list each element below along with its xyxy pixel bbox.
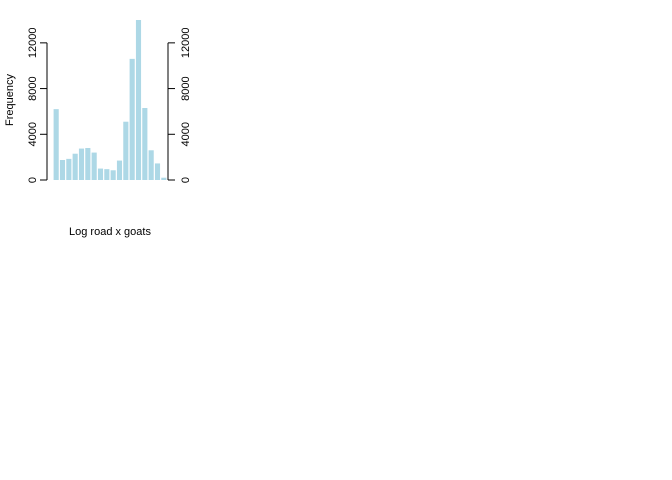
histogram-bar [161, 177, 167, 180]
y-tick-label: 0 [180, 177, 192, 183]
histogram-bar [123, 121, 129, 180]
histogram-bar [72, 153, 78, 180]
histogram-bar [110, 170, 116, 180]
histogram-bar [129, 58, 135, 180]
y-tick-label: 12000 [180, 28, 192, 59]
histogram-bar [91, 152, 97, 180]
x-axis-label: Log road x goats [69, 226, 151, 238]
y-axis-label: Frequency [4, 74, 16, 126]
histogram-bar [142, 108, 148, 180]
y-tick-label: 4000 [180, 122, 192, 146]
y-tick-label: 4000 [27, 122, 39, 146]
histogram-bar [66, 158, 72, 180]
y-axis-left: 0 4000 8000 12000 [27, 28, 48, 183]
histogram-bar [78, 148, 85, 180]
histogram-bar [148, 150, 154, 180]
histogram-bar [59, 160, 66, 180]
histogram-bar [104, 169, 110, 180]
histogram-bar [154, 163, 161, 180]
y-tick-label: 12000 [27, 28, 39, 59]
y-tick-label: 0 [27, 177, 39, 183]
y-tick-label: 8000 [180, 76, 192, 100]
y-axis-right: 0 4000 8000 12000 [167, 28, 192, 183]
histogram-bar [53, 109, 59, 180]
histogram-bar [116, 160, 123, 180]
histogram-bar [135, 20, 142, 180]
histogram-bar [85, 148, 91, 180]
bars-group [53, 20, 167, 180]
y-tick-label: 8000 [27, 76, 39, 100]
histogram-bar [97, 168, 104, 180]
